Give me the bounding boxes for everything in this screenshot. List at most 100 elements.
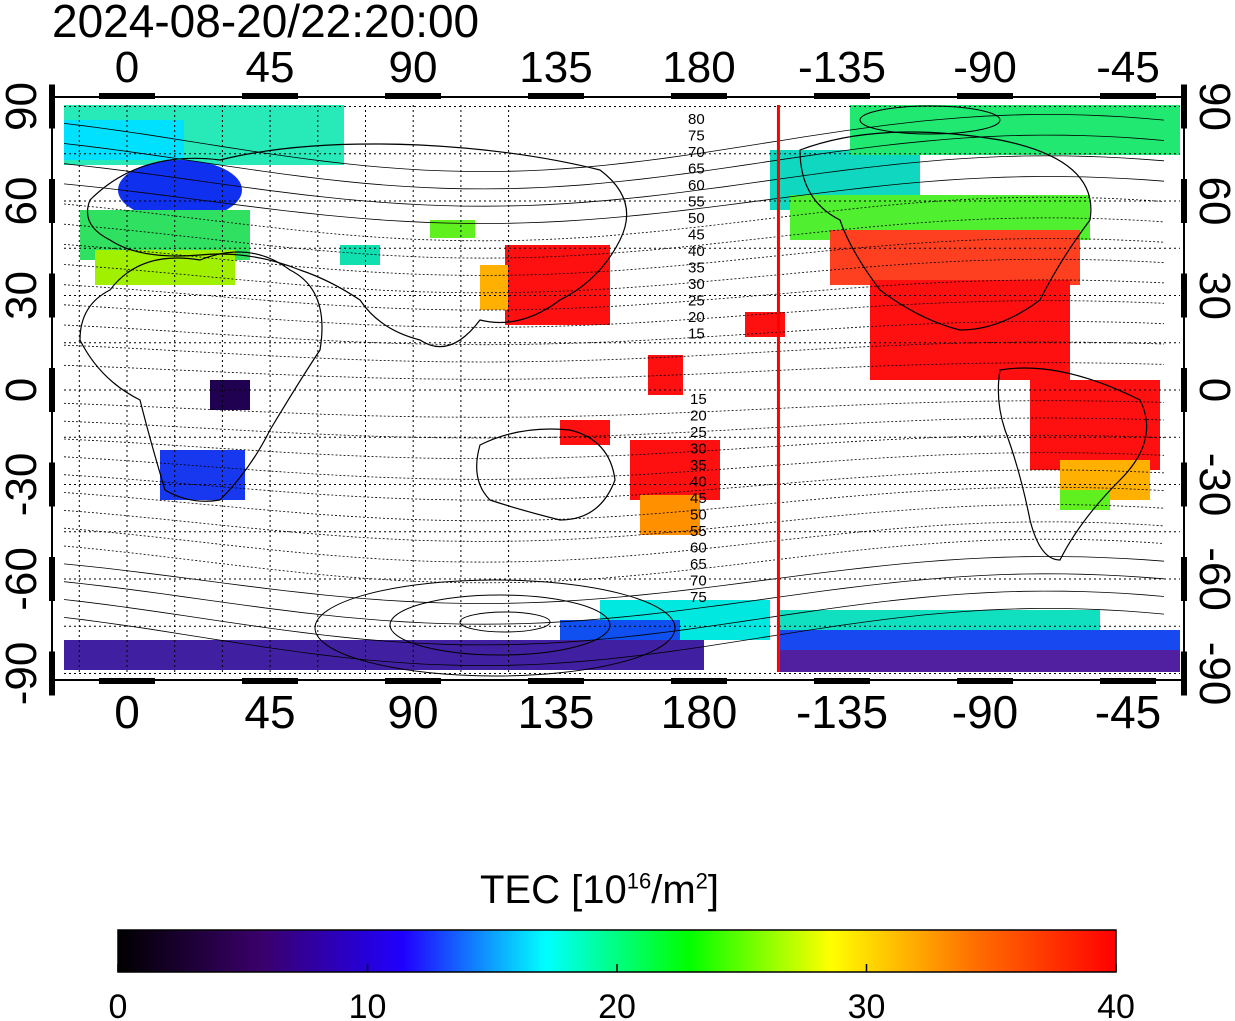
bottom-tick-bar bbox=[957, 678, 1013, 684]
contour-label-south: 15 bbox=[690, 391, 707, 408]
left-tick-bar bbox=[49, 179, 55, 223]
top-tick-label: 45 bbox=[246, 43, 295, 92]
colorbar-ticks: 0 10 20 30 40 bbox=[109, 964, 1135, 1021]
bottom-tick-label: -90 bbox=[952, 686, 1018, 738]
contour-line bbox=[63, 607, 1165, 667]
contour-line bbox=[63, 573, 1165, 625]
contour-label-north: 25 bbox=[688, 293, 705, 310]
top-tick-label: 0 bbox=[115, 43, 139, 92]
patch-japan-red bbox=[505, 245, 610, 325]
bottom-tick-label: 180 bbox=[661, 686, 738, 738]
left-axis: 90 60 30 0 -30 -60 -90 bbox=[0, 82, 55, 705]
patch-nz-orange bbox=[640, 495, 700, 535]
contour-label-north: 50 bbox=[688, 210, 705, 227]
colorbar-tick-label: 0 bbox=[109, 988, 128, 1021]
colorbar-tick-label: 40 bbox=[1097, 988, 1135, 1021]
contour-line bbox=[63, 341, 1165, 363]
top-tick-label: 90 bbox=[389, 43, 438, 92]
contour-line bbox=[63, 521, 1165, 563]
contour-label-north: 75 bbox=[688, 128, 705, 145]
top-tick-bar bbox=[957, 93, 1013, 99]
bottom-tick-label: 135 bbox=[518, 686, 595, 738]
patch-usa-red bbox=[830, 230, 1080, 285]
top-tick-bar bbox=[99, 93, 155, 99]
bottom-tick-label: -45 bbox=[1095, 686, 1161, 738]
contour-line bbox=[63, 504, 1165, 542]
right-tick-label: 60 bbox=[1190, 177, 1235, 226]
right-tick-label: 90 bbox=[1190, 82, 1235, 131]
australia-outline bbox=[476, 428, 616, 521]
contour-line bbox=[63, 434, 1165, 460]
bottom-tick-bar bbox=[1100, 678, 1156, 684]
top-tick-bar bbox=[671, 93, 727, 99]
contour-label-south: 65 bbox=[690, 556, 707, 573]
right-tick-label: 0 bbox=[1190, 378, 1235, 402]
left-tick-label: 0 bbox=[0, 378, 46, 402]
top-tick-label: 180 bbox=[662, 43, 735, 92]
top-tick-label: -45 bbox=[1096, 43, 1160, 92]
colorbar-tick-label: 30 bbox=[848, 988, 886, 1021]
contour-label-south: 50 bbox=[690, 507, 707, 524]
africa-outline bbox=[79, 251, 323, 502]
contour-label-north: 20 bbox=[688, 309, 705, 326]
contour-pole-loop bbox=[389, 594, 611, 656]
contour-label-north: 60 bbox=[688, 177, 705, 194]
colorbar bbox=[117, 929, 1117, 973]
top-tick-bar bbox=[242, 93, 298, 99]
contour-label-south: 25 bbox=[690, 424, 707, 441]
right-tick-label: -90 bbox=[1190, 642, 1235, 706]
patch-safrica-blue bbox=[160, 450, 245, 500]
patch-south-purple-2 bbox=[780, 650, 1180, 672]
bottom-tick-label: 0 bbox=[114, 686, 140, 738]
contour-line bbox=[63, 176, 1165, 224]
right-tick-bar bbox=[1181, 557, 1187, 601]
top-tick-label: -135 bbox=[798, 43, 886, 92]
patch-china-orange bbox=[480, 265, 508, 310]
contour-label-south: 60 bbox=[690, 540, 707, 557]
right-tick-label: -30 bbox=[1190, 453, 1235, 517]
contour-line bbox=[63, 362, 1165, 380]
top-tick-bar bbox=[528, 93, 584, 99]
contour-line bbox=[63, 320, 1165, 346]
bottom-tick-bar bbox=[528, 678, 584, 684]
left-tick-label: 30 bbox=[0, 271, 46, 320]
left-tick-label: 60 bbox=[0, 177, 46, 226]
top-axis: 0 45 90 135 180 -135 -90 -45 bbox=[99, 43, 1160, 99]
top-tick-bar bbox=[1100, 93, 1156, 99]
contour-line bbox=[63, 400, 1165, 418]
contour-labels: 8075706560555045403530252015152025303540… bbox=[688, 111, 707, 606]
contour-pole-loop bbox=[314, 579, 676, 677]
contour-line bbox=[63, 556, 1165, 604]
contour-label-south: 45 bbox=[690, 490, 707, 507]
contour-line bbox=[63, 590, 1165, 646]
contour-label-north: 55 bbox=[688, 194, 705, 211]
contour-label-south: 40 bbox=[690, 474, 707, 491]
contour-label-south: 30 bbox=[690, 441, 707, 458]
contour-line bbox=[63, 217, 1165, 259]
contour-line bbox=[63, 486, 1165, 522]
right-tick-bar bbox=[1181, 651, 1187, 696]
contour-label-south: 35 bbox=[690, 457, 707, 474]
left-tick-bar bbox=[49, 557, 55, 601]
contour-label-north: 40 bbox=[688, 243, 705, 260]
patch-africa-dark bbox=[210, 380, 250, 410]
right-tick-bar bbox=[1181, 462, 1187, 507]
eurasia-outline bbox=[86, 143, 628, 348]
left-tick-label: -60 bbox=[0, 547, 46, 611]
left-tick-label: -90 bbox=[0, 642, 46, 706]
patch-nz-red bbox=[630, 440, 720, 500]
bottom-tick-bar bbox=[814, 678, 870, 684]
tec-data-patches bbox=[64, 105, 1180, 672]
contour-line bbox=[63, 238, 1165, 276]
patch-brazil-green bbox=[1060, 490, 1110, 510]
bottom-tick-bar bbox=[385, 678, 441, 684]
contour-label-north: 80 bbox=[688, 111, 705, 128]
top-tick-bar bbox=[814, 93, 870, 99]
patch-australia-red bbox=[560, 420, 610, 445]
contour-label-south: 70 bbox=[690, 573, 707, 590]
bottom-tick-label: 45 bbox=[244, 686, 295, 738]
patch-asia-cyan bbox=[340, 245, 380, 265]
south-america-outline bbox=[997, 367, 1148, 561]
contour-label-north: 15 bbox=[688, 326, 705, 343]
